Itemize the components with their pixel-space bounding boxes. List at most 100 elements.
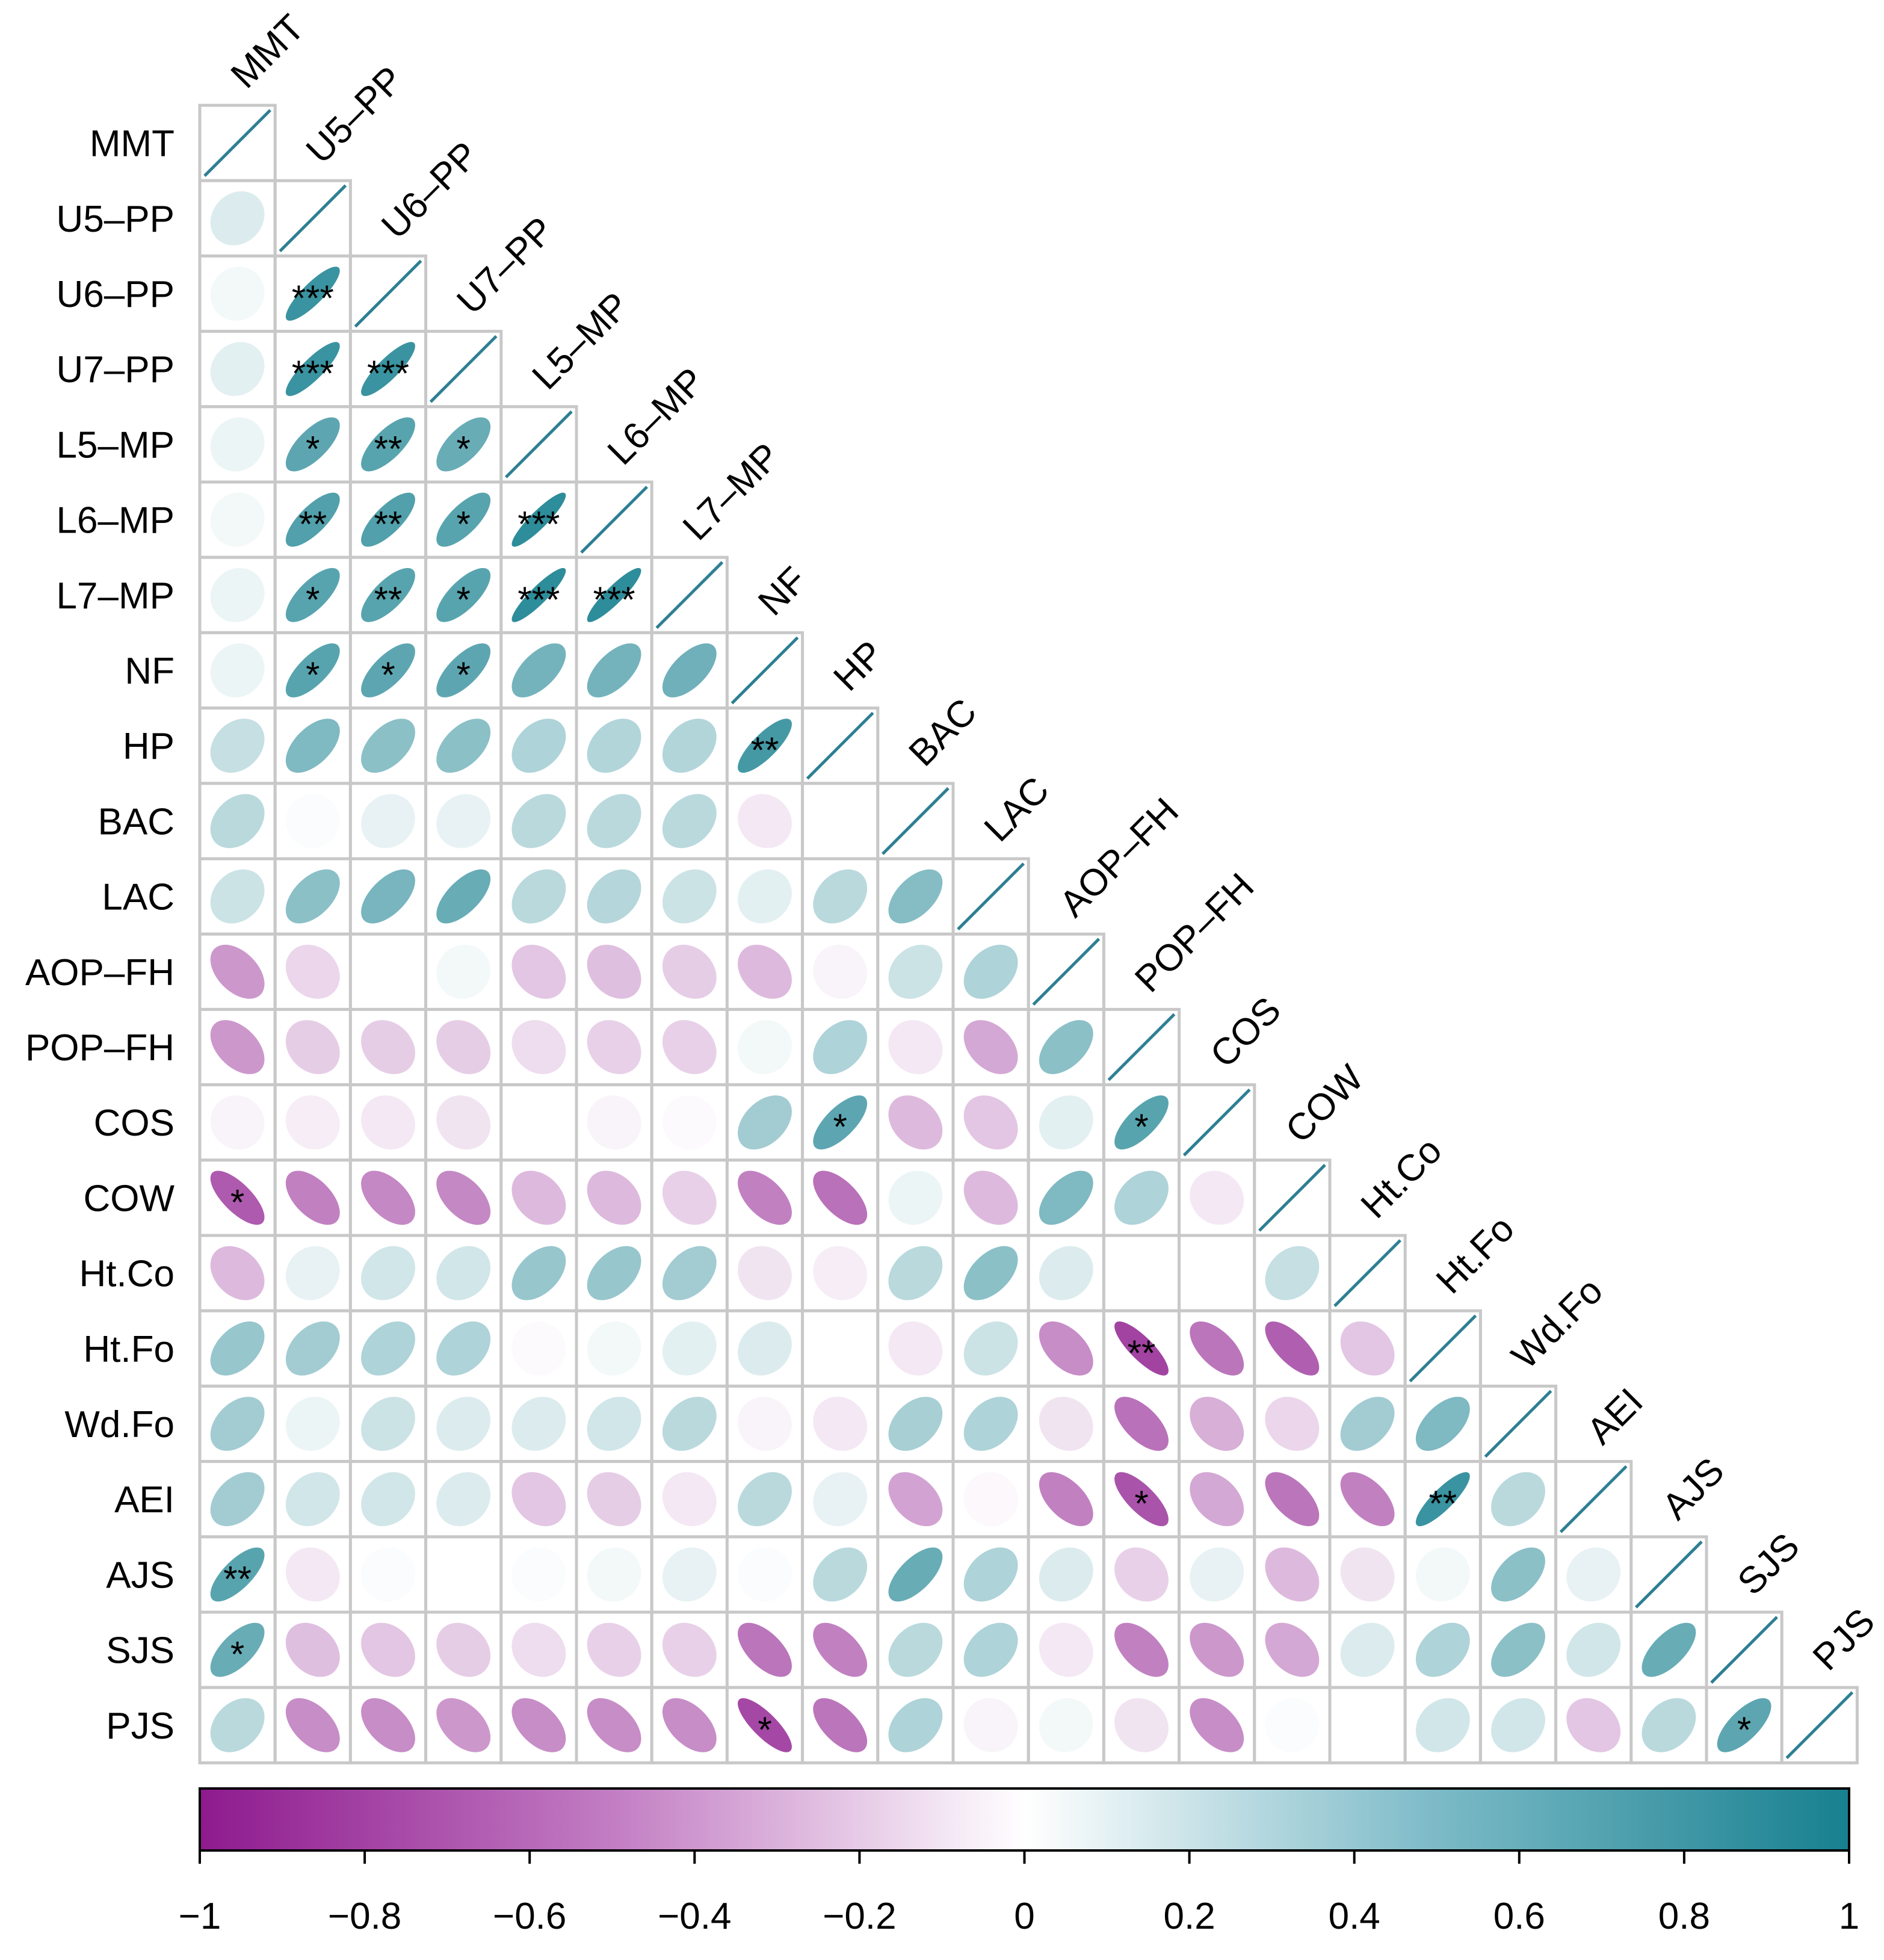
cell-nf-mmt (198, 631, 277, 710)
correlation-ellipse (888, 1397, 943, 1451)
cell-ht-fo-ht-fo (1403, 1309, 1482, 1388)
correlation-ellipse (361, 1622, 415, 1677)
correlation-ellipse (1415, 1622, 1470, 1677)
cell-ht-fo-aop-fh (1027, 1309, 1105, 1388)
correlation-ellipse (511, 1622, 566, 1677)
correlation-ellipse (813, 1246, 868, 1300)
cell-ht-co-l7-mp (650, 1234, 729, 1312)
correlation-ellipse (210, 1020, 265, 1074)
cell-aei-l6-mp (575, 1460, 653, 1539)
correlation-ellipse (1642, 1622, 1696, 1677)
row-label-lac: LAC (102, 877, 175, 918)
cell-ht-fo-u7-pp (424, 1309, 503, 1388)
correlation-ellipse (1114, 1622, 1169, 1677)
diagonal-line (1484, 1390, 1552, 1458)
correlation-ellipse (963, 1547, 1018, 1602)
cell-wd-fo-u5-pp (273, 1384, 352, 1464)
matrix-cells: ****** **** ** *** ** * **** ** * *** **** * **** ***… (198, 104, 1859, 1764)
cell-l5-mp-u6-pp: ** (348, 405, 428, 484)
correlation-ellipse (285, 1622, 340, 1677)
cell-ht-co-l5-mp (499, 1234, 578, 1312)
cell-hp-l5-mp (499, 706, 578, 785)
cell-ht-fo-ht-co (1328, 1309, 1407, 1388)
cell-aop-fh-aop-fh (1027, 932, 1105, 1011)
cell-ajs-wd-fo (1478, 1535, 1558, 1614)
cell-aei-lac (951, 1460, 1030, 1539)
cell-sjs-cos (1178, 1610, 1256, 1689)
cell-aop-fh-l6-mp (575, 932, 653, 1011)
correlation-ellipse (963, 944, 1018, 999)
significance-label: * (457, 655, 471, 695)
correlation-ellipse (285, 267, 340, 321)
cell-lac-hp (801, 857, 880, 936)
cell-cow-l5-mp (499, 1158, 578, 1237)
cell-ht-fo-l5-mp (499, 1309, 578, 1388)
correlation-ellipse (1265, 1622, 1320, 1677)
cell-hp-l7-mp (650, 706, 729, 785)
cell-ht-co-u6-pp (348, 1234, 428, 1312)
col-label-aop-fh: AOP–FH (1052, 790, 1187, 925)
correlation-ellipse (361, 417, 415, 472)
col-label-lac: LAC (977, 769, 1057, 850)
correlation-ellipse (361, 1246, 415, 1300)
correlation-ellipse (662, 1472, 717, 1527)
correlation-ellipse (963, 1472, 1018, 1527)
row-label-l5-mp: L5–MP (57, 424, 175, 466)
col-label-pop-fh: POP–FH (1127, 865, 1262, 1000)
cell-bac-l6-mp (575, 782, 653, 861)
correlation-ellipse (587, 869, 641, 924)
cell-ajs-u5-pp (273, 1535, 352, 1614)
correlation-ellipse (210, 1321, 265, 1376)
col-label-l7-mp: L7–MP (675, 435, 788, 548)
significance-label: *** (292, 353, 334, 394)
col-label-u7-pp: U7–PP (449, 209, 562, 323)
significance-label: * (457, 580, 471, 620)
correlation-ellipse (511, 643, 566, 697)
cell-cow-bac (876, 1158, 955, 1237)
significance-label: * (381, 655, 395, 695)
cell-aop-fh-u6-pp (348, 932, 428, 1011)
correlation-ellipse (436, 492, 491, 547)
correlation-ellipse (436, 567, 491, 622)
cell-ht-co-aop-fh (1027, 1234, 1105, 1312)
correlation-ellipse (361, 342, 415, 397)
cell-l5-mp-u5-pp: * (273, 405, 352, 484)
correlation-ellipse (963, 1246, 1018, 1300)
cell-aei-ht-co (1328, 1460, 1407, 1539)
cell-ht-fo-hp (801, 1309, 880, 1388)
correlation-ellipse (210, 1170, 265, 1225)
significance-label: * (1134, 1107, 1148, 1147)
cell-ht-co-lac (951, 1234, 1030, 1312)
correlation-ellipse (511, 1397, 566, 1451)
correlation-ellipse (1265, 1246, 1320, 1300)
correlation-ellipse (361, 1020, 415, 1074)
correlation-ellipse (1114, 1095, 1169, 1150)
correlation-ellipse (1642, 1698, 1696, 1752)
cell-ht-co-cow (1253, 1234, 1332, 1312)
cell-hp-mmt (198, 706, 277, 785)
cell-ajs-l7-mp (650, 1535, 729, 1614)
correlation-ellipse (963, 1095, 1018, 1150)
cell-l5-mp-l5-mp (499, 405, 578, 484)
correlation-ellipse (963, 1397, 1018, 1451)
correlation-ellipse (587, 1246, 641, 1300)
correlation-ellipse (888, 1246, 943, 1300)
correlation-ellipse (210, 944, 265, 999)
col-label-wd-fo: Wd.Fo (1504, 1270, 1611, 1377)
cell-pop-fh-u5-pp (273, 1007, 352, 1087)
cell-bac-nf (725, 782, 805, 861)
significance-label: * (833, 1107, 847, 1147)
correlation-ellipse (436, 1020, 491, 1074)
cell-l6-mp-u6-pp: ** (348, 480, 428, 559)
row-label-bac: BAC (98, 801, 175, 842)
cell-ajs-ajs (1629, 1535, 1708, 1614)
cell-pjs-ht-fo (1403, 1686, 1482, 1764)
cell-wd-fo-u6-pp (348, 1384, 428, 1464)
correlation-ellipse (813, 869, 868, 924)
cell-l5-mp-mmt (198, 405, 277, 484)
row-label-mmt: MMT (90, 123, 175, 165)
cell-cow-cow (1253, 1158, 1332, 1237)
correlation-ellipse (511, 1547, 566, 1602)
col-label-l5-mp: L5–MP (525, 285, 638, 398)
correlation-ellipse (210, 1246, 265, 1300)
